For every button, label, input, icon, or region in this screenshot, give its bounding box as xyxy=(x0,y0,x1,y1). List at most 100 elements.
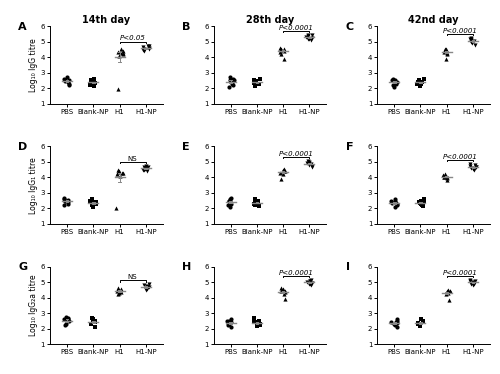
Point xyxy=(226,74,234,80)
Point xyxy=(60,76,68,82)
Point xyxy=(470,167,478,173)
Point xyxy=(444,290,452,296)
Point xyxy=(468,280,476,286)
Text: D: D xyxy=(18,142,28,152)
Point xyxy=(416,200,424,206)
Point xyxy=(255,318,263,324)
Point xyxy=(442,177,450,183)
Point xyxy=(115,290,123,296)
Point xyxy=(87,77,95,83)
Point xyxy=(390,197,398,203)
Point xyxy=(414,79,422,85)
Point xyxy=(278,287,286,293)
Point xyxy=(91,318,99,324)
Text: NS: NS xyxy=(128,274,138,280)
Point xyxy=(443,51,451,57)
Point xyxy=(303,160,311,166)
Point xyxy=(250,202,258,208)
Point xyxy=(416,83,424,89)
Point xyxy=(282,288,290,294)
Point xyxy=(414,80,422,86)
Point xyxy=(116,286,124,292)
Point xyxy=(224,202,232,208)
Point xyxy=(442,47,450,53)
Point xyxy=(92,199,100,205)
Point xyxy=(140,48,148,54)
Text: NS: NS xyxy=(128,156,138,162)
Point xyxy=(466,36,474,42)
Point xyxy=(388,77,396,83)
Point xyxy=(88,316,96,322)
Point xyxy=(227,194,235,200)
Point xyxy=(88,79,96,85)
Point xyxy=(440,172,448,178)
Point xyxy=(114,167,122,173)
Point xyxy=(308,161,316,167)
Point xyxy=(64,79,72,85)
Point xyxy=(442,49,450,55)
Point xyxy=(90,318,98,324)
Point xyxy=(142,168,150,174)
Point xyxy=(252,78,260,84)
Point xyxy=(88,199,96,205)
Text: P<0.05: P<0.05 xyxy=(120,36,146,42)
Point xyxy=(89,319,97,325)
Point xyxy=(64,318,72,324)
Point xyxy=(65,82,73,88)
Point xyxy=(228,80,236,86)
Point xyxy=(224,320,232,326)
Point xyxy=(308,37,316,43)
Point xyxy=(393,201,401,207)
Point xyxy=(140,167,148,173)
Point xyxy=(305,159,313,165)
Text: B: B xyxy=(182,22,190,31)
Text: P<0.0001: P<0.0001 xyxy=(279,270,314,276)
Point xyxy=(390,84,398,90)
Point xyxy=(114,49,122,55)
Point xyxy=(276,51,284,57)
Point xyxy=(302,279,310,285)
Point xyxy=(466,35,474,41)
Point xyxy=(308,163,316,169)
Point xyxy=(472,164,480,170)
Point xyxy=(392,79,400,85)
Point xyxy=(419,319,427,325)
Y-axis label: Log₁₀ IgG titre: Log₁₀ IgG titre xyxy=(29,38,38,92)
Point xyxy=(469,279,477,285)
Point xyxy=(418,81,426,87)
Point xyxy=(278,46,285,52)
Point xyxy=(142,165,150,171)
Point xyxy=(65,77,73,83)
Point xyxy=(306,277,314,283)
Point xyxy=(225,197,233,203)
Point xyxy=(282,289,290,295)
Point xyxy=(391,322,399,328)
Point xyxy=(61,322,69,328)
Point xyxy=(388,200,396,206)
Point xyxy=(277,285,285,291)
Point xyxy=(140,164,148,170)
Point xyxy=(117,49,125,55)
Point xyxy=(442,48,450,54)
Point xyxy=(90,80,98,86)
Point xyxy=(440,174,448,180)
Point xyxy=(308,280,316,286)
Text: P<0.0001: P<0.0001 xyxy=(279,151,314,157)
Point xyxy=(392,196,400,202)
Point xyxy=(442,46,450,52)
Point xyxy=(119,48,127,54)
Point xyxy=(226,204,234,210)
Point xyxy=(305,36,313,42)
Point xyxy=(306,162,314,168)
Point xyxy=(468,39,475,45)
Point xyxy=(256,322,264,328)
Point xyxy=(226,196,234,202)
Point xyxy=(415,199,423,205)
Point xyxy=(446,288,454,294)
Point xyxy=(394,320,402,326)
Point xyxy=(304,280,312,286)
Point xyxy=(306,281,314,287)
Point xyxy=(64,316,72,322)
Point xyxy=(276,170,284,176)
Point xyxy=(226,197,234,203)
